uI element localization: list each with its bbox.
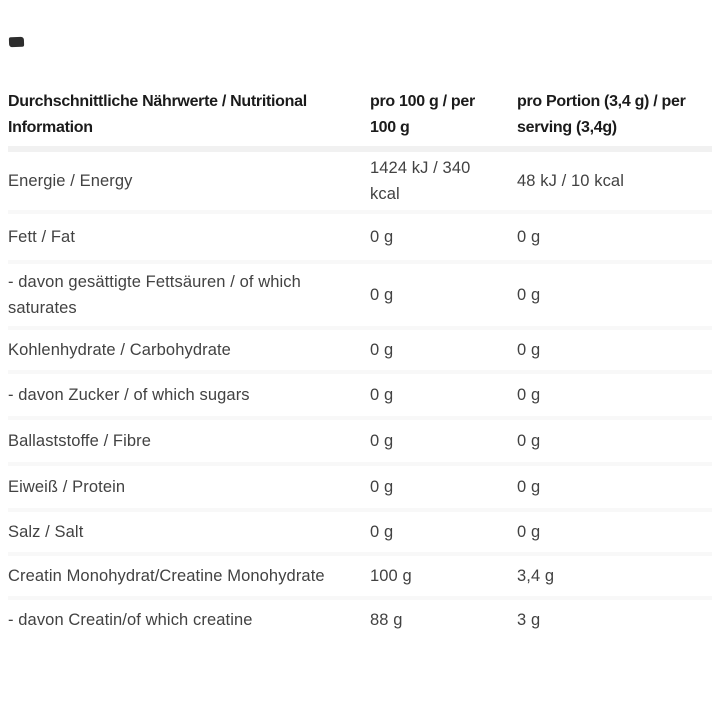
header-per-serving: pro Portion (3,4 g) / per serving (3,4g)	[517, 93, 686, 136]
nutrition-table: Durchschnittliche Nährwerte / Nutritiona…	[8, 84, 712, 640]
row-value-per-serving: 0 g	[517, 523, 541, 541]
table-row-sugars: - davon Zucker / of which sugars 0 g 0 g	[8, 374, 712, 420]
row-value-per-serving: 3,4 g	[517, 567, 555, 585]
table-row-creatine: - davon Creatin/of which creatine 88 g 3…	[8, 600, 712, 640]
row-label: Kohlenhydrate / Carbohydrate	[8, 341, 231, 359]
row-value-per-serving: 0 g	[517, 432, 541, 450]
header-nutrition-information: Durchschnittliche Nährwerte / Nutritiona…	[8, 93, 307, 136]
row-label: Creatin Monohydrat/Creatine Monohydrate	[8, 567, 325, 585]
row-label: Eiweiß / Protein	[8, 478, 126, 496]
row-value-per100: 100 g	[370, 567, 412, 585]
table-row-creatine-monohydrate: Creatin Monohydrat/Creatine Monohydrate …	[8, 556, 712, 600]
row-value-per-serving: 0 g	[517, 228, 541, 246]
table-row-energy: Energie / Energy 1424 kJ / 340 kcal 48 k…	[8, 152, 712, 214]
row-label: - davon gesättigte Fettsäuren / of which…	[8, 273, 301, 317]
row-value-per100: 0 g	[370, 432, 394, 450]
row-value-per-serving: 0 g	[517, 386, 541, 404]
table-row-protein: Eiweiß / Protein 0 g 0 g	[8, 466, 712, 512]
row-label: - davon Creatin/of which creatine	[8, 611, 253, 629]
row-value-per100: 0 g	[370, 478, 394, 496]
row-label: Ballaststoffe / Fibre	[8, 432, 152, 450]
row-value-per100: 0 g	[370, 228, 394, 246]
row-value-per100: 1424 kJ / 340 kcal	[370, 159, 471, 203]
table-row-fibre: Ballaststoffe / Fibre 0 g 0 g	[8, 420, 712, 466]
row-value-per100: 0 g	[370, 341, 394, 359]
table-row-fat: Fett / Fat 0 g 0 g	[8, 214, 712, 264]
table-row-saturates: - davon gesättigte Fettsäuren / of which…	[8, 264, 712, 330]
row-value-per100: 88 g	[370, 611, 403, 629]
row-value-per100: 0 g	[370, 523, 394, 541]
header-per-100g: pro 100 g / per 100 g	[370, 93, 475, 136]
row-label: Fett / Fat	[8, 228, 76, 246]
row-value-per-serving: 0 g	[517, 286, 541, 304]
corner-smudge-mark	[8, 36, 25, 48]
row-value-per-serving: 0 g	[517, 478, 541, 496]
row-value-per100: 0 g	[370, 386, 394, 404]
row-value-per-serving: 48 kJ / 10 kcal	[517, 172, 624, 190]
row-label: - davon Zucker / of which sugars	[8, 386, 250, 404]
table-row-salt: Salz / Salt 0 g 0 g	[8, 512, 712, 556]
row-label: Salz / Salt	[8, 523, 84, 541]
row-value-per-serving: 0 g	[517, 341, 541, 359]
row-value-per-serving: 3 g	[517, 611, 541, 629]
row-label: Energie / Energy	[8, 172, 133, 190]
table-row-carbohydrate: Kohlenhydrate / Carbohydrate 0 g 0 g	[8, 330, 712, 374]
row-value-per100: 0 g	[370, 286, 394, 304]
table-header-row: Durchschnittliche Nährwerte / Nutritiona…	[8, 84, 712, 152]
